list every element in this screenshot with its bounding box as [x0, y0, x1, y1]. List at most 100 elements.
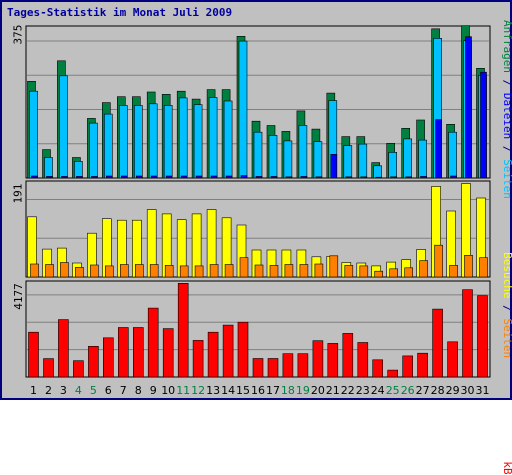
bar-dateien-18 — [283, 140, 293, 179]
day-label-9: 9 — [150, 384, 157, 397]
bar-dateien-13 — [208, 97, 218, 179]
daily-statistics-chart: 1 2 3 4 5 6 7 8 9 10 11 12 13 14 15 16 17 18 19 20 21 22 23 24 2… — [0, 0, 512, 400]
day-label-2: 2 — [45, 384, 52, 397]
bar-seiten2-22 — [344, 265, 354, 278]
bar-seiten2-2 — [45, 264, 54, 278]
bar-kb-24 — [372, 359, 384, 378]
day-label-29: 29 — [446, 384, 460, 397]
bar-kb-16 — [252, 358, 264, 378]
bar-kb-15 — [237, 321, 249, 378]
bar-kb-21 — [327, 343, 339, 378]
bar-kb-19 — [297, 353, 309, 378]
bar-seiten2-31 — [479, 257, 488, 278]
day-label-27: 27 — [416, 384, 430, 397]
legend-dateien: Dateien — [501, 92, 512, 140]
bar-kb-3 — [58, 319, 69, 378]
bar-seiten2-14 — [224, 264, 234, 278]
legend-sep: / — [501, 80, 512, 87]
bar-seiten2-12 — [194, 265, 204, 278]
day-label-17: 17 — [266, 384, 280, 397]
bar-seiten-22 — [345, 176, 353, 179]
day-label-25: 25 — [386, 384, 400, 397]
day-label-31: 31 — [476, 384, 490, 397]
bar-seiten2-6 — [105, 265, 114, 278]
day-label-12: 12 — [191, 384, 205, 397]
bar-seiten2-20 — [314, 263, 324, 278]
legend-seiten: Seiten — [501, 159, 512, 199]
bar-dateien-29 — [448, 131, 457, 179]
bar-seiten2-28 — [434, 244, 443, 278]
bar-seiten2-3 — [60, 262, 69, 278]
legend-sep: / — [501, 146, 512, 153]
panel3-max-label: 4177 — [11, 283, 25, 310]
day-label-7: 7 — [120, 384, 127, 397]
chart-title: Tages-Statistik im Monat Juli 2009 — [7, 6, 233, 19]
bar-dateien-3 — [59, 75, 68, 179]
bar-seiten-16 — [255, 176, 263, 179]
bar-seiten2-11 — [179, 265, 189, 278]
bar-seiten2-27 — [419, 260, 428, 278]
bar-kb-8 — [133, 327, 144, 378]
day-label-14: 14 — [221, 384, 235, 397]
legend-besuche: Besuche — [501, 252, 512, 299]
bar-seiten-6 — [106, 175, 113, 179]
bar-seiten-2 — [46, 176, 53, 179]
bar-seiten-26 — [405, 176, 413, 179]
bar-seiten2-5 — [90, 264, 99, 278]
bar-seiten-18 — [285, 176, 293, 179]
bar-kb-14 — [222, 324, 234, 378]
legend-sep: / — [501, 305, 512, 312]
bar-dateien-12 — [193, 104, 203, 179]
bar-kb-27 — [417, 352, 428, 378]
bar-seiten-19 — [300, 176, 308, 179]
bar-seiten2-19 — [299, 264, 309, 278]
bar-dateien-14 — [223, 100, 233, 179]
day-label-23: 23 — [356, 384, 370, 397]
day-label-22: 22 — [341, 384, 355, 397]
bar-seiten2-23 — [359, 265, 369, 278]
legend-seiten-2: Seiten — [501, 318, 512, 359]
bar-seiten2-9 — [149, 264, 159, 278]
bar-dateien-27 — [418, 139, 427, 179]
bar-seiten-28 — [435, 119, 442, 179]
bar-seiten2-7 — [120, 264, 129, 278]
bar-seiten2-10 — [164, 265, 174, 278]
bar-dateien-26 — [403, 138, 413, 179]
panel1-max-label: 375 — [11, 24, 25, 45]
day-label-3: 3 — [60, 384, 67, 397]
bar-kb-7 — [118, 327, 129, 378]
bar-seiten2-8 — [135, 264, 144, 278]
bar-kb-25 — [387, 369, 399, 378]
bar-seiten-9 — [150, 175, 158, 179]
bar-seiten-1 — [31, 175, 38, 179]
bar-seiten2-18 — [284, 264, 294, 278]
bar-kb-30 — [462, 289, 473, 378]
bar-seiten-23 — [360, 176, 368, 179]
bar-kb-6 — [103, 337, 114, 378]
bar-seiten-20 — [315, 176, 323, 179]
bar-kb-23 — [357, 342, 369, 378]
bar-seiten2-24 — [374, 270, 384, 278]
bar-kb-26 — [402, 355, 414, 378]
bar-seiten-13 — [210, 175, 218, 179]
day-label-5: 5 — [90, 384, 97, 397]
day-label-30: 30 — [461, 384, 475, 397]
bar-kb-29 — [447, 341, 458, 378]
bar-dateien-24 — [373, 165, 383, 179]
bar-seiten2-4 — [75, 267, 84, 278]
outer-border — [0, 0, 512, 400]
bar-dateien-20 — [313, 141, 323, 179]
chart-panels: 1 2 3 4 5 6 7 8 9 10 11 12 13 14 15 16 17 18 19 20 21 22 23 24 2… — [25, 25, 491, 397]
bar-seiten-15 — [240, 175, 248, 179]
bar-dateien-8 — [134, 105, 143, 179]
day-label-26: 26 — [401, 384, 415, 397]
day-label-19: 19 — [296, 384, 310, 397]
bar-dateien-25 — [388, 152, 398, 179]
bar-dateien-22 — [343, 145, 353, 179]
bar-seiten-4 — [76, 176, 83, 179]
day-label-8: 8 — [135, 384, 142, 397]
bar-kb-11 — [177, 282, 189, 378]
bar-dateien-17 — [268, 135, 278, 179]
bar-kb-2 — [43, 358, 54, 378]
